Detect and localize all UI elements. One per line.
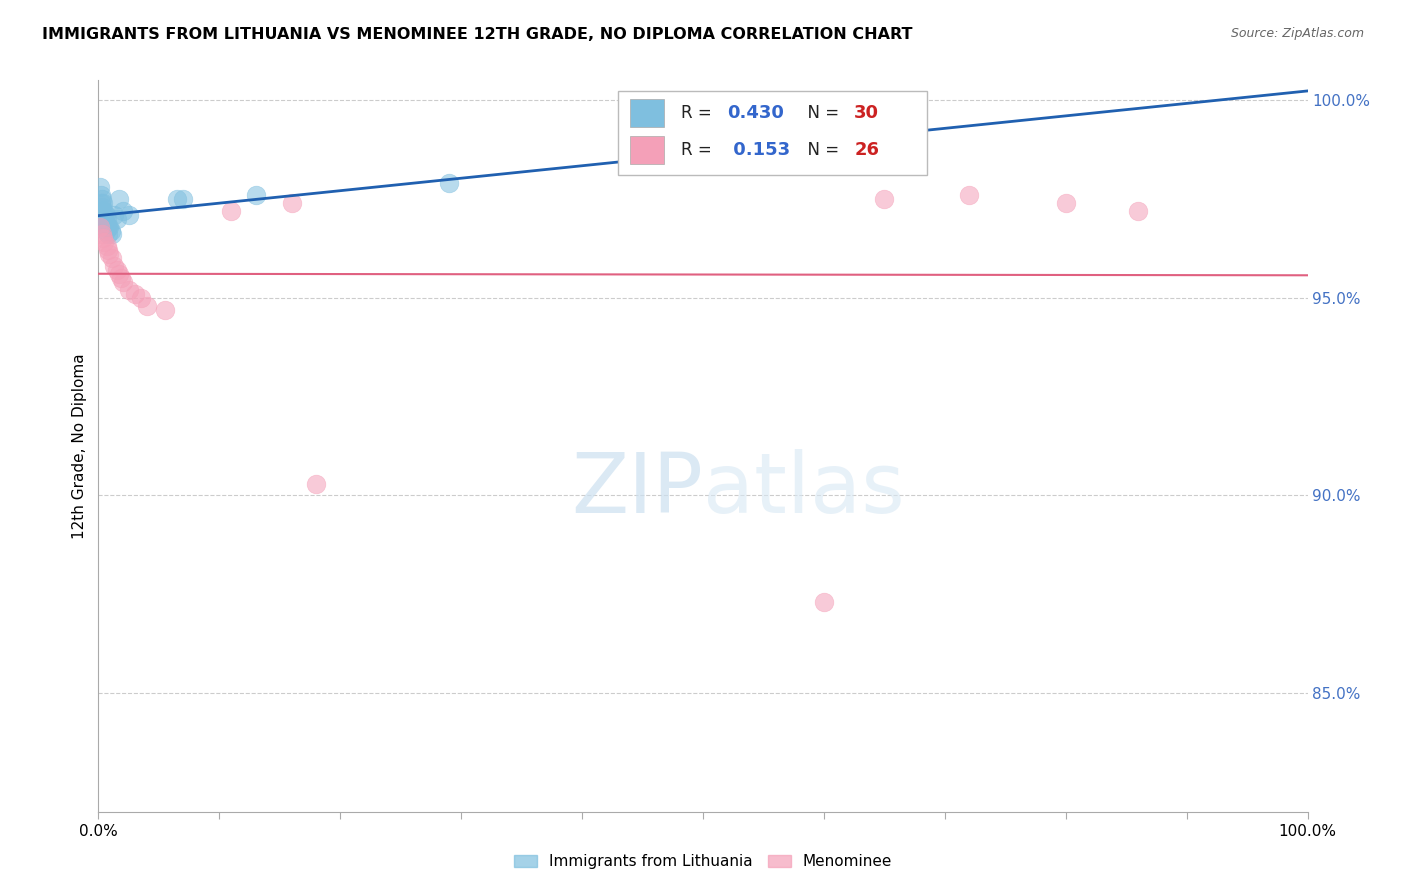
Point	[94, 223, 117, 237]
Point	[96, 239, 118, 253]
Legend: Immigrants from Lithuania, Menominee: Immigrants from Lithuania, Menominee	[508, 848, 898, 875]
Point	[93, 219, 115, 234]
Text: 0.153: 0.153	[727, 141, 790, 159]
Point	[118, 208, 141, 222]
Point	[103, 259, 125, 273]
Point	[94, 208, 117, 222]
Point	[103, 208, 125, 222]
Point	[118, 283, 141, 297]
Point	[873, 192, 896, 206]
Text: atlas: atlas	[703, 450, 904, 531]
Point	[98, 219, 121, 234]
Point	[91, 200, 114, 214]
Point	[135, 299, 157, 313]
FancyBboxPatch shape	[630, 99, 664, 127]
FancyBboxPatch shape	[630, 136, 664, 163]
Point	[97, 219, 120, 234]
FancyBboxPatch shape	[619, 91, 927, 176]
Point	[91, 192, 114, 206]
Point	[437, 176, 460, 190]
Point	[129, 291, 152, 305]
Point	[305, 476, 328, 491]
Point	[96, 219, 118, 234]
Text: ZIP: ZIP	[571, 450, 703, 531]
Text: IMMIGRANTS FROM LITHUANIA VS MENOMINEE 12TH GRADE, NO DIPLOMA CORRELATION CHART: IMMIGRANTS FROM LITHUANIA VS MENOMINEE 1…	[42, 27, 912, 42]
Point	[110, 271, 132, 285]
Text: 26: 26	[855, 141, 879, 159]
Point	[111, 275, 134, 289]
Point	[124, 286, 146, 301]
Point	[100, 251, 122, 265]
Point	[91, 203, 114, 218]
Point	[245, 188, 267, 202]
Text: N =: N =	[797, 104, 845, 122]
Point	[100, 227, 122, 242]
Point	[91, 227, 114, 242]
Text: 0.430: 0.430	[727, 104, 785, 122]
Point	[1054, 195, 1077, 210]
Point	[813, 595, 835, 609]
Text: N =: N =	[797, 141, 845, 159]
Point	[93, 203, 115, 218]
Point	[221, 203, 243, 218]
Point	[105, 211, 128, 226]
Point	[111, 203, 134, 218]
Point	[89, 219, 111, 234]
Point	[105, 263, 128, 277]
Point	[91, 231, 114, 245]
Point	[97, 227, 120, 242]
Point	[91, 195, 114, 210]
Point	[96, 211, 118, 226]
Text: R =: R =	[682, 141, 717, 159]
Point	[98, 247, 121, 261]
Point	[97, 244, 120, 258]
Text: Source: ZipAtlas.com: Source: ZipAtlas.com	[1230, 27, 1364, 40]
Y-axis label: 12th Grade, No Diploma: 12th Grade, No Diploma	[72, 353, 87, 539]
Text: R =: R =	[682, 104, 717, 122]
Point	[89, 180, 111, 194]
Point	[166, 192, 188, 206]
Point	[172, 192, 194, 206]
Point	[108, 192, 131, 206]
Point	[91, 208, 114, 222]
Point	[93, 235, 115, 250]
Point	[90, 195, 112, 210]
Text: 30: 30	[855, 104, 879, 122]
Point	[94, 216, 117, 230]
Point	[153, 302, 176, 317]
Point	[281, 195, 304, 210]
Point	[93, 211, 115, 226]
Point	[90, 188, 112, 202]
Point	[1128, 203, 1150, 218]
Point	[957, 188, 980, 202]
Point	[100, 223, 122, 237]
Point	[108, 267, 131, 281]
